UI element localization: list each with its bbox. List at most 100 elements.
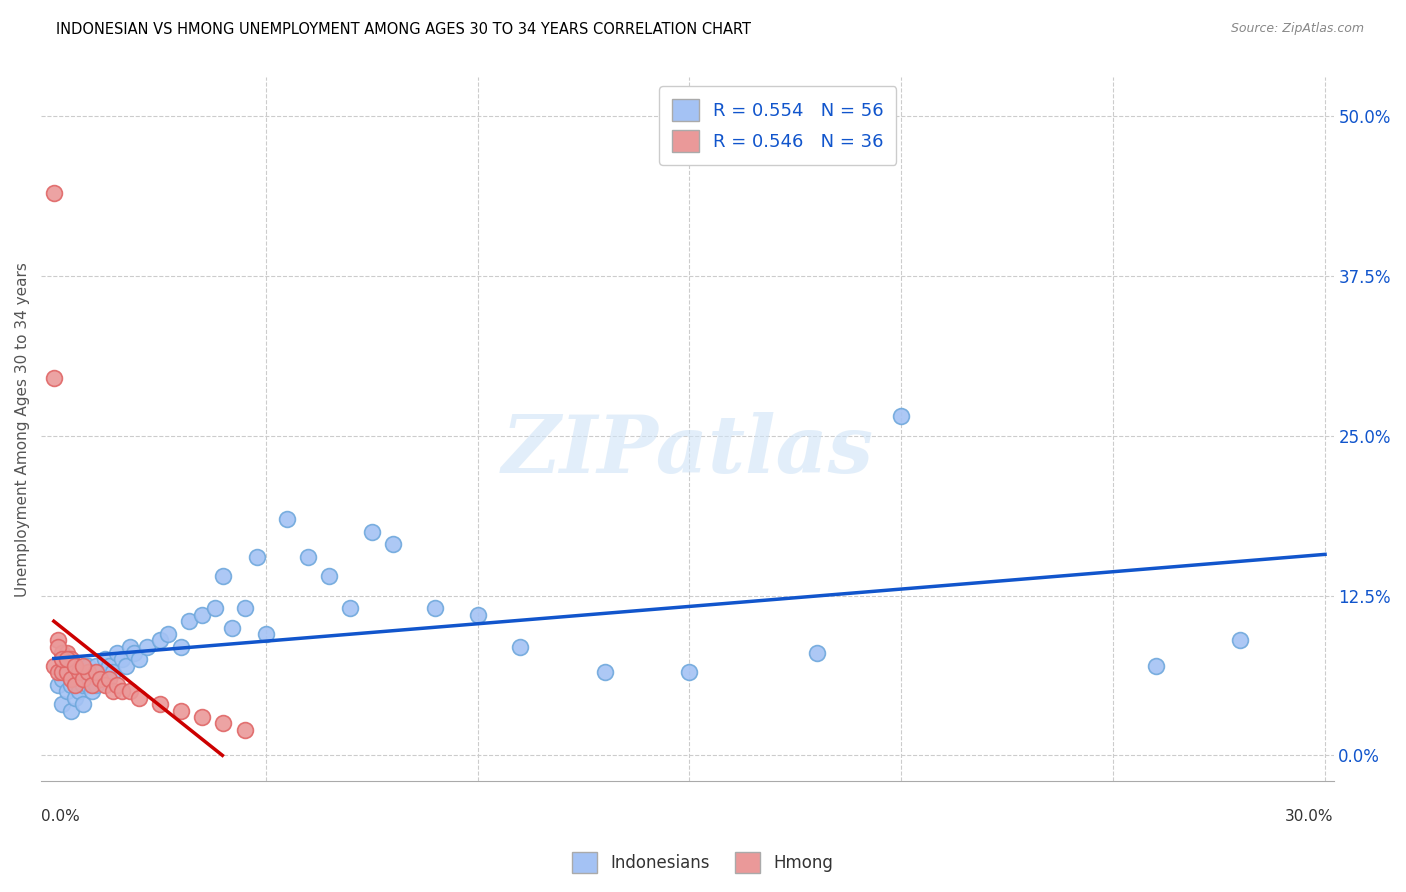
Point (72, 672, 94, 686)
Point (59, 652, 82, 666)
Point (593, 665, 616, 680)
Point (97, 672, 120, 686)
Point (204, 601, 226, 615)
Point (76, 665, 98, 680)
Point (72, 678, 94, 692)
Point (1229, 633, 1251, 648)
Point (105, 678, 128, 692)
Point (51, 698, 73, 712)
Point (63, 658, 86, 673)
Point (111, 652, 134, 666)
Point (59, 672, 82, 686)
Point (97, 658, 120, 673)
Point (80, 684, 103, 698)
Point (170, 704, 193, 718)
Text: INDONESIAN VS HMONG UNEMPLOYMENT AMONG AGES 30 TO 34 YEARS CORRELATION CHART: INDONESIAN VS HMONG UNEMPLOYMENT AMONG A… (56, 22, 751, 37)
Point (63, 678, 86, 692)
Point (80, 665, 103, 680)
Point (63, 690, 86, 705)
Point (297, 550, 319, 565)
Point (59, 678, 82, 692)
Point (46, 633, 69, 648)
Legend: Indonesians, Hmong: Indonesians, Hmong (565, 846, 841, 880)
Point (191, 607, 214, 622)
Point (509, 640, 531, 654)
Point (84, 665, 107, 680)
Point (42, 371, 65, 385)
Point (246, 550, 269, 565)
Point (381, 537, 404, 551)
Point (254, 627, 277, 641)
Point (55, 665, 77, 680)
Point (128, 690, 150, 705)
Point (76, 658, 98, 673)
Point (84, 658, 107, 673)
Text: 30.0%: 30.0% (1285, 809, 1333, 824)
Point (339, 601, 361, 615)
Point (221, 620, 243, 634)
Point (72, 658, 94, 673)
Point (360, 524, 382, 539)
Text: 0.0%: 0.0% (41, 809, 80, 824)
Point (51, 652, 73, 666)
Point (276, 512, 298, 526)
Point (101, 684, 124, 698)
Point (890, 409, 912, 424)
Point (678, 665, 700, 680)
Legend: R = 0.554   N = 56, R = 0.546   N = 36: R = 0.554 N = 56, R = 0.546 N = 36 (659, 87, 897, 165)
Point (425, 601, 447, 615)
Point (157, 627, 180, 641)
Point (67, 665, 90, 680)
Point (105, 646, 128, 660)
Point (191, 710, 214, 724)
Point (55, 652, 77, 666)
Point (128, 652, 150, 666)
Point (101, 665, 124, 680)
Text: ZIPatlas: ZIPatlas (502, 411, 873, 489)
Point (63, 658, 86, 673)
Text: Source: ZipAtlas.com: Source: ZipAtlas.com (1230, 22, 1364, 36)
Point (233, 723, 256, 737)
Point (72, 698, 94, 712)
Point (55, 646, 77, 660)
Point (467, 607, 489, 622)
Point (179, 614, 201, 628)
Point (63, 672, 86, 686)
Point (51, 646, 73, 660)
Point (84, 678, 107, 692)
Point (120, 684, 142, 698)
Point (42, 186, 65, 200)
Point (124, 646, 146, 660)
Point (111, 684, 134, 698)
Point (51, 672, 73, 686)
Point (46, 640, 69, 654)
Point (67, 665, 90, 680)
Point (89, 665, 111, 680)
Y-axis label: Unemployment Among Ages 30 to 34 years: Unemployment Among Ages 30 to 34 years (15, 261, 30, 597)
Point (115, 658, 138, 673)
Point (89, 672, 111, 686)
Point (59, 704, 82, 718)
Point (46, 665, 69, 680)
Point (170, 640, 193, 654)
Point (149, 698, 172, 712)
Point (1144, 658, 1167, 673)
Point (93, 652, 115, 666)
Point (212, 716, 235, 731)
Point (212, 569, 235, 583)
Point (120, 640, 142, 654)
Point (67, 684, 90, 698)
Point (46, 678, 69, 692)
Point (806, 646, 828, 660)
Point (149, 633, 172, 648)
Point (55, 665, 77, 680)
Point (55, 684, 77, 698)
Point (76, 678, 98, 692)
Point (42, 658, 65, 673)
Point (93, 678, 115, 692)
Point (318, 569, 340, 583)
Point (233, 601, 256, 615)
Point (51, 665, 73, 680)
Point (80, 678, 103, 692)
Point (136, 640, 159, 654)
